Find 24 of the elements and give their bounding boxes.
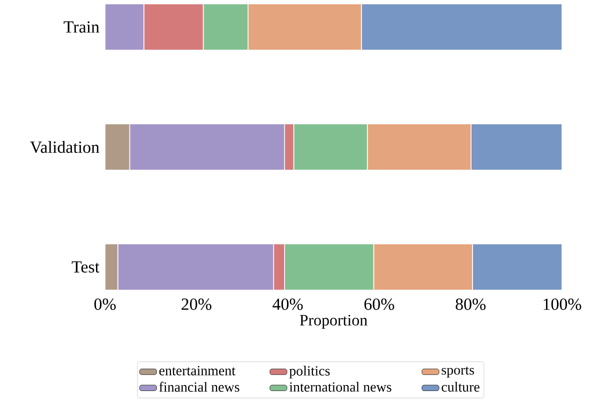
- x-tick-label: 0%: [94, 298, 116, 310]
- bar: [360, 4, 562, 50]
- y-tick-label: Train: [64, 21, 100, 33]
- x-tick-label: 20%: [182, 298, 212, 310]
- bar: [472, 244, 562, 290]
- bar: [105, 124, 130, 170]
- legend-label: sports: [442, 366, 474, 378]
- x-tick-label: 60%: [364, 298, 394, 310]
- x-tick-label: 80%: [456, 298, 486, 310]
- bar: [105, 4, 144, 50]
- x-tick-label: 40%: [272, 298, 303, 310]
- legend-label: financial news: [159, 382, 240, 392]
- bar: [470, 124, 562, 170]
- bar: [105, 244, 118, 290]
- x-tick-label: 100%: [544, 298, 582, 310]
- legend-label: politics: [289, 366, 330, 378]
- y-tick-label: Validation: [30, 140, 100, 153]
- legend-label: international news: [289, 382, 392, 392]
- legend-label: culture: [442, 382, 480, 392]
- x-axis-title: Proportion: [300, 314, 368, 329]
- bar: [117, 244, 274, 290]
- bar: [129, 124, 285, 170]
- y-tick-label: Test: [72, 261, 100, 273]
- legend-label: entertainment: [159, 366, 236, 376]
